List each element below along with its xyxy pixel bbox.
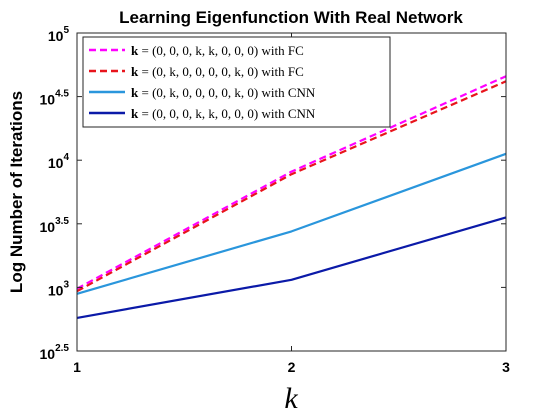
series-layer [76,75,507,319]
legend-entry-3: k = (0, k, 0, 0, 0, 0, k, 0) with CNN [131,85,316,100]
series-line-3 [76,152,507,295]
legend: k = (0, 0, 0, k, k, 0, 0, 0) with FC k = … [82,36,391,128]
y-tick-label: 103.5 [40,216,70,235]
y-tick-label: 104.5 [40,89,70,108]
legend-entry-1: k = (0, 0, 0, k, k, 0, 0, 0) with FC [131,43,304,58]
series-line-2 [76,80,507,293]
series-line-1 [76,75,507,290]
chart-title: Learning Eigenfunction With Real Network [119,8,463,27]
y-tick-label: 102.5 [40,343,70,362]
legend-box [82,36,391,128]
y-tick-label: 105 [48,25,70,44]
y-tick-label: 103 [48,279,70,298]
x-axis-label: k [284,382,298,415]
legend-entry-2: k = (0, k, 0, 0, 0, 0, k, 0) with FC [131,64,304,79]
x-tick-label: 3 [502,359,510,375]
plot-frame [76,32,507,352]
series-line-4 [76,216,507,319]
x-tick-label: 2 [288,359,296,375]
x-tick-label: 1 [73,359,81,375]
legend-entry-4: k = (0, 0, 0, k, k, 0, 0, 0) with CNN [131,106,316,121]
y-axis-label: Log Number of Iterations [7,91,26,293]
y-tick-label: 104 [48,152,70,171]
